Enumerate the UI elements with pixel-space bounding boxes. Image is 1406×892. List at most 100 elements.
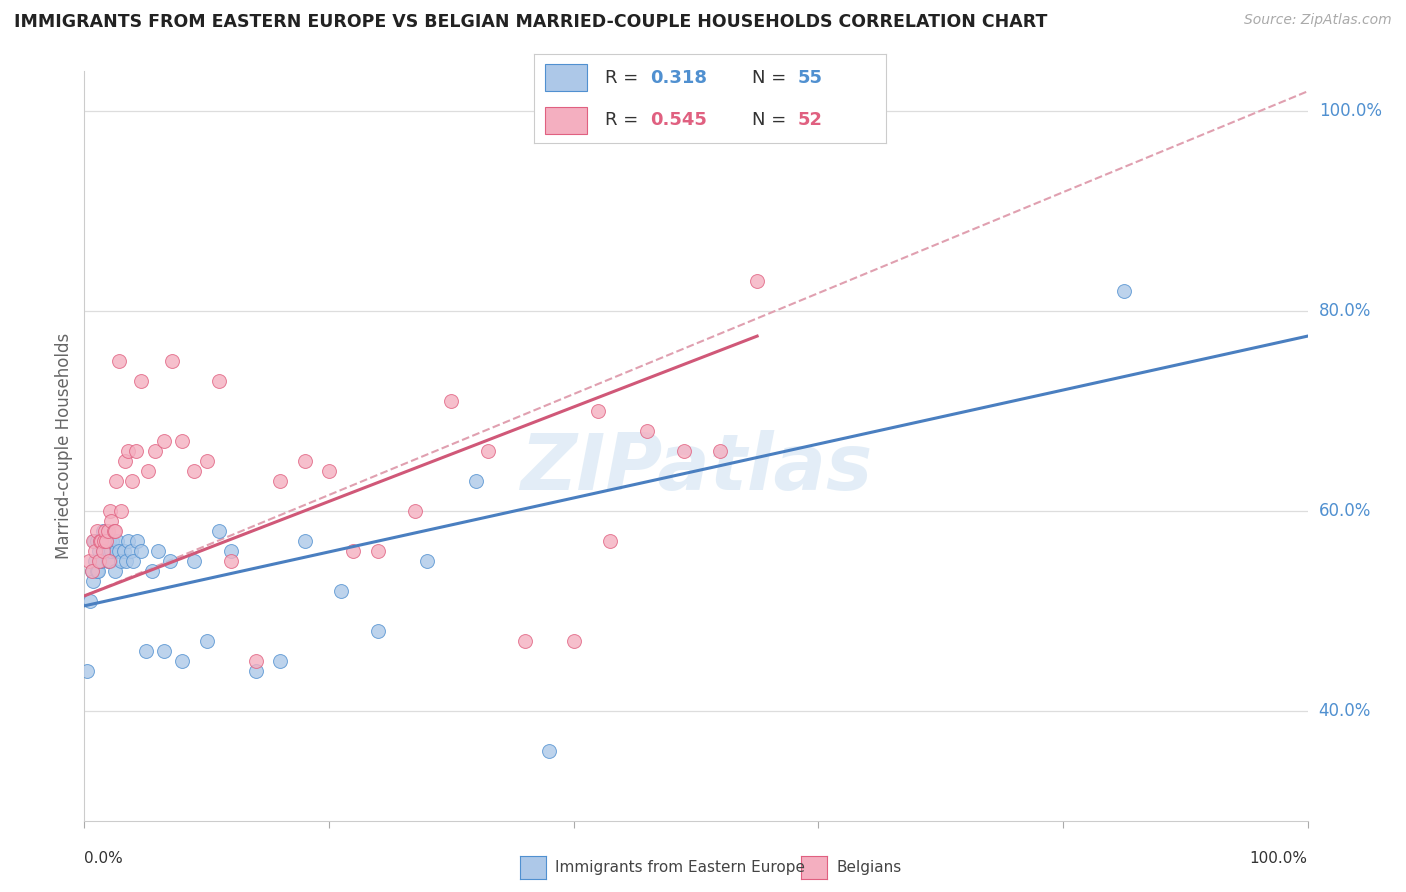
Point	[477, 444, 499, 458]
Point	[747, 274, 769, 288]
Point	[136, 464, 159, 478]
Point	[125, 533, 148, 548]
Point	[105, 474, 128, 488]
Point	[112, 544, 135, 558]
Point	[87, 544, 110, 558]
Text: 0.318: 0.318	[650, 69, 707, 87]
Text: 40.0%: 40.0%	[1319, 702, 1371, 720]
Point	[98, 504, 121, 518]
Point	[1114, 284, 1136, 298]
Point	[245, 654, 267, 668]
Point	[117, 444, 139, 458]
Point	[122, 554, 145, 568]
Point	[84, 554, 107, 568]
Point	[93, 544, 115, 558]
Point	[107, 354, 129, 368]
Point	[80, 564, 103, 578]
Point	[76, 664, 98, 678]
Point	[269, 654, 291, 668]
Point	[105, 544, 128, 558]
Point	[294, 454, 316, 468]
FancyBboxPatch shape	[544, 64, 588, 91]
Point	[709, 444, 731, 458]
Point	[110, 504, 132, 518]
Point	[513, 633, 536, 648]
Point	[135, 644, 157, 658]
Point	[97, 533, 120, 548]
Point	[153, 434, 176, 448]
Point	[464, 474, 486, 488]
Point	[672, 444, 695, 458]
Point	[83, 533, 105, 548]
Text: 100.0%: 100.0%	[1319, 103, 1382, 120]
Text: R =: R =	[605, 112, 644, 129]
Point	[416, 554, 439, 568]
Point	[367, 624, 389, 638]
Point	[162, 354, 184, 368]
Point	[121, 474, 143, 488]
Point	[294, 533, 316, 548]
Point	[318, 464, 340, 478]
Point	[245, 664, 267, 678]
Text: ZIPatlas: ZIPatlas	[520, 431, 872, 507]
Point	[91, 524, 114, 538]
Point	[96, 544, 118, 558]
Point	[107, 544, 129, 558]
Point	[183, 464, 205, 478]
Text: 80.0%: 80.0%	[1319, 302, 1371, 320]
Point	[77, 554, 100, 568]
Point	[117, 533, 139, 548]
Point	[219, 554, 242, 568]
Point	[86, 524, 108, 538]
Point	[100, 544, 122, 558]
Point	[562, 633, 585, 648]
Point	[105, 533, 128, 548]
Point	[97, 544, 120, 558]
Point	[87, 564, 110, 578]
Point	[80, 564, 103, 578]
Point	[97, 524, 120, 538]
Point	[94, 524, 117, 538]
Point	[86, 533, 108, 548]
Point	[100, 514, 122, 528]
Text: 100.0%: 100.0%	[1250, 851, 1308, 866]
Point	[94, 533, 117, 548]
Point	[98, 554, 121, 568]
Point	[636, 424, 658, 438]
Text: 0.0%: 0.0%	[84, 851, 124, 866]
Point	[208, 374, 231, 388]
Point	[90, 554, 112, 568]
Text: N =: N =	[752, 69, 792, 87]
Point	[172, 654, 194, 668]
Y-axis label: Married-couple Households: Married-couple Households	[55, 333, 73, 559]
Point	[91, 544, 114, 558]
Text: 0.545: 0.545	[650, 112, 707, 129]
Point	[586, 404, 609, 418]
Point	[208, 524, 231, 538]
Point	[599, 533, 621, 548]
Point	[104, 564, 127, 578]
Point	[538, 744, 561, 758]
Text: Belgians: Belgians	[837, 860, 901, 874]
Point	[114, 454, 136, 468]
Point	[183, 554, 205, 568]
Point	[143, 444, 166, 458]
Point	[82, 574, 104, 588]
Point	[129, 544, 152, 558]
Point	[89, 533, 111, 548]
Point	[82, 533, 104, 548]
Text: N =: N =	[752, 112, 792, 129]
Point	[146, 544, 169, 558]
Point	[79, 594, 101, 608]
Point	[90, 533, 112, 548]
Point	[129, 374, 152, 388]
Point	[93, 533, 115, 548]
Point	[87, 554, 110, 568]
Point	[104, 524, 127, 538]
Point	[440, 394, 463, 409]
Point	[120, 544, 142, 558]
Point	[84, 544, 107, 558]
FancyBboxPatch shape	[544, 107, 588, 134]
Point	[172, 434, 194, 448]
Point	[269, 474, 291, 488]
